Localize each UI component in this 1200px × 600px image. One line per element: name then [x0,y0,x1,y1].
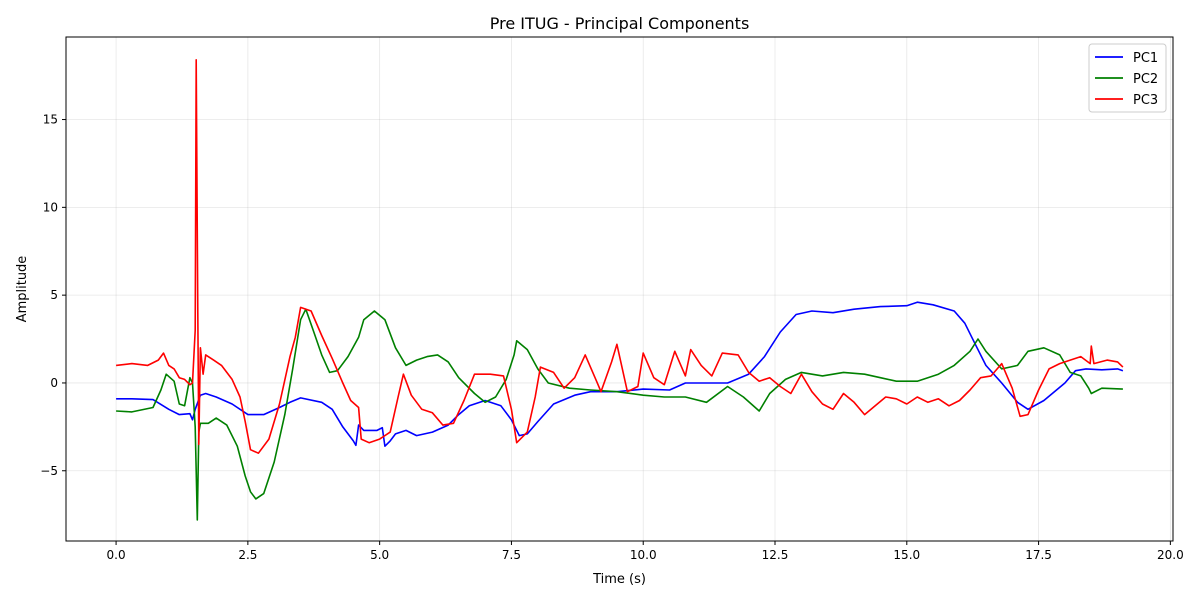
y-tick-label: −5 [40,464,58,478]
y-tick-label: 15 [43,113,58,127]
x-tick-label: 12.5 [762,548,789,562]
plot-frame [65,36,1174,542]
legend-label-pc2: PC2 [1133,72,1158,87]
grid-lines [66,37,1173,541]
x-tick-label: 17.5 [1025,548,1052,562]
axis-ticks: 0.0 2.5 5.0 7.5 10.0 12.5 15.0 17.5 20.0 −5 0 5 10 15 [40,113,1183,562]
chart-title: Pre ITUG - Principal Components [490,14,750,33]
legend: PC1 PC2 PC3 [1088,43,1167,113]
series-line-pc2 [116,308,1123,521]
x-tick-label: 15.0 [893,548,920,562]
legend-label-pc1: PC1 [1133,51,1158,66]
y-tick-label: 5 [50,288,58,302]
x-axis-label: Time (s) [592,572,646,587]
y-tick-label: 10 [43,200,58,214]
series-line-pc1 [116,301,1124,447]
legend-label-pc3: PC3 [1133,93,1158,108]
legend-box [1088,43,1167,113]
x-tick-label: 20.0 [1157,548,1184,562]
x-tick-label: 0.0 [107,548,126,562]
x-tick-label: 10.0 [630,548,657,562]
y-tick-label: 0 [50,376,58,390]
x-tick-label: 2.5 [238,548,257,562]
x-tick-label: 7.5 [502,548,521,562]
series-line-pc3 [116,59,1124,454]
x-tick-label: 5.0 [370,548,389,562]
y-axis-label: Amplitude [15,256,30,323]
series-layer [116,59,1124,521]
